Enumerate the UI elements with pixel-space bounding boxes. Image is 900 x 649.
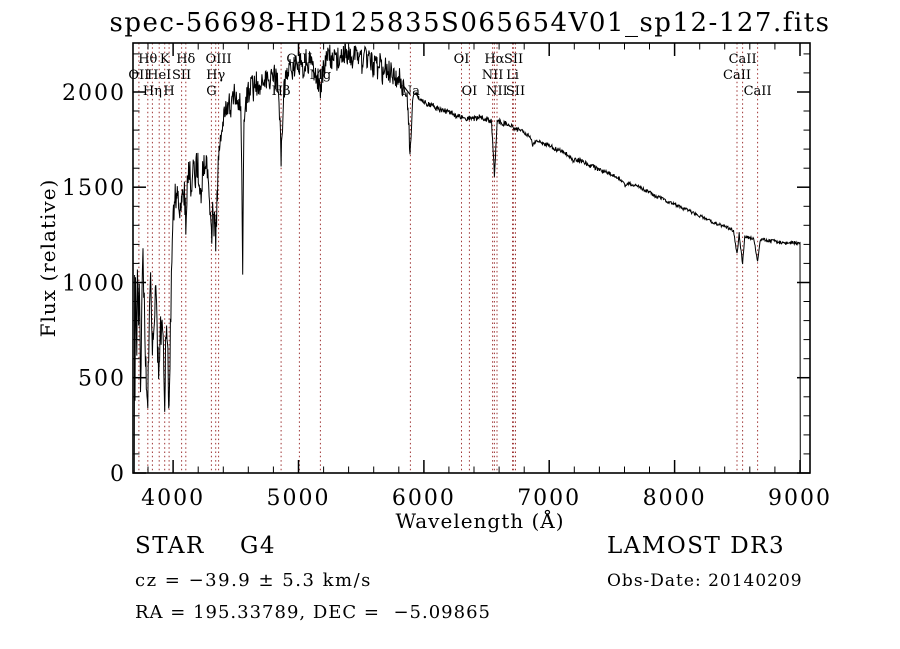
spectral-line-label: NII (482, 68, 504, 83)
spectral-line-label: HeI (147, 68, 171, 83)
y-tick-label: 1000 (62, 272, 126, 297)
spectral-line-label: OI (454, 52, 470, 67)
spectral-line-label: SII (172, 68, 191, 83)
spectral-line-label: CaII (744, 84, 772, 99)
y-tick-label: 1500 (62, 176, 126, 201)
spectral-line-label: Hθ (138, 52, 157, 67)
spectral-line-label: SII (504, 52, 523, 67)
spectral-line-label: Li (506, 68, 519, 83)
y-tick-label: 2000 (62, 81, 126, 106)
spectral-line-label: SII (506, 84, 525, 99)
x-tick-label: 5000 (267, 486, 331, 511)
spectrum-line (133, 43, 801, 474)
spectral-line-label: OI (462, 84, 478, 99)
spectral-line-label: Hα (484, 52, 504, 67)
spectral-line-label: NII (486, 84, 508, 99)
plot-box (132, 42, 811, 474)
spectral-line-label: CaII (729, 52, 757, 67)
spectral-line-label: G (206, 84, 216, 99)
radial-velocity-label: cz = −39.9 ± 5.3 km/s (135, 570, 372, 591)
survey-label: LAMOST DR3 (607, 533, 786, 559)
y-tick-label: 0 (110, 462, 126, 487)
x-tick-label: 6000 (392, 486, 456, 511)
y-axis-title: Flux (relative) (36, 178, 60, 338)
x-tick-label: 9000 (768, 486, 832, 511)
spectral-line-label: K (160, 52, 170, 67)
x-tick-label: 8000 (643, 486, 707, 511)
x-tick-label: 7000 (517, 486, 581, 511)
x-tick-label: 4000 (141, 486, 205, 511)
spectral-line-label: OIII (206, 52, 232, 67)
object-class-label: STAR G4 (135, 533, 277, 559)
spectral-line-label: Hγ (206, 68, 225, 83)
obs-date-label: Obs-Date: 20140209 (607, 571, 803, 591)
plot-title: spec-56698-HD125835S065654V01_sp12-127.f… (109, 8, 831, 38)
x-axis-title: Wavelength (Å) (395, 509, 565, 533)
y-tick-label: 500 (78, 367, 126, 392)
spectral-line-label: H (163, 84, 174, 99)
spectral-line-label: Hδ (176, 52, 195, 67)
spectral-line-label: Hη (143, 84, 162, 99)
spectral-line-label: Hβ (272, 84, 291, 99)
spectral-line-label: Mg (310, 68, 332, 83)
coordinates-label: RA = 195.33789, DEC = −5.09865 (135, 602, 491, 623)
spectral-line-label: CaII (723, 68, 751, 83)
